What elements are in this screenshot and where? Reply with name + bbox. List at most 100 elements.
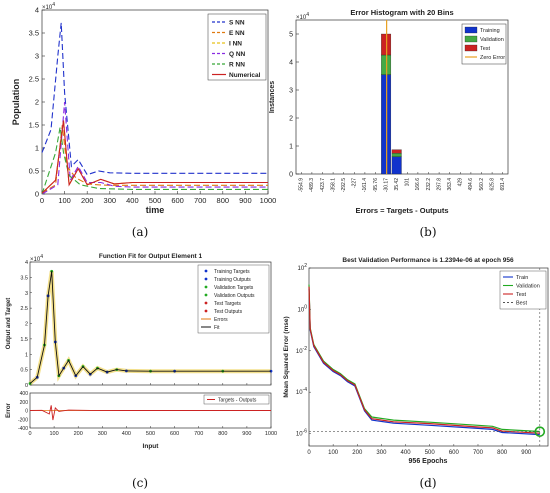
legend-marker-c xyxy=(204,277,208,281)
y-tick-label-a: 0.5 xyxy=(29,167,39,176)
series-line-d-2 xyxy=(308,286,540,434)
x-tick-label-b: -423.7 xyxy=(320,178,326,192)
legend-label-c: Validation Targets xyxy=(214,285,254,291)
x-tick-label-c: 600 xyxy=(170,431,179,437)
legend-label-a: E NN xyxy=(229,30,245,37)
legend-swatch-b xyxy=(464,44,478,52)
x-tick-label-d: 700 xyxy=(473,450,484,456)
y-tick-label-a: 0 xyxy=(35,190,39,199)
legend-label-c: Targets - Outputs xyxy=(218,398,257,404)
legend-label-b: Zero Error xyxy=(480,55,505,61)
x-tick-label-b: -554.9 xyxy=(299,178,305,192)
x-tick-label-c: 900 xyxy=(242,431,251,437)
legend-box-c xyxy=(197,264,270,334)
legend-marker-c xyxy=(204,269,208,273)
x-tick-label-b: -358.1 xyxy=(330,178,336,192)
error-y-tick-label-c: -400 xyxy=(18,426,28,432)
caption-c: (c) xyxy=(132,476,148,490)
x-axis-label-a: time xyxy=(146,205,165,215)
x-tick-label-c: 1000 xyxy=(265,431,277,437)
x-tick-label-c: 100 xyxy=(50,431,59,437)
fit-line-c xyxy=(29,271,271,384)
y-axis-label-a: Population xyxy=(11,79,21,126)
x-tick-label-a: 0 xyxy=(40,196,44,205)
y-axis-label-c: Output and Target xyxy=(6,298,12,350)
x-tick-label-b: 494.6 xyxy=(468,178,474,191)
x-tick-label-c: 200 xyxy=(74,431,83,437)
y-tick-label-c: 1 xyxy=(25,352,28,358)
x-tick-label-a: 1000 xyxy=(260,196,277,205)
histogram-bar-b xyxy=(391,156,402,175)
y-multiplier-c: ×104 xyxy=(30,254,43,263)
y-tick-label-d: 10-4 xyxy=(296,387,307,396)
x-tick-label-a: 800 xyxy=(217,196,230,205)
x-tick-label-b: 625.8 xyxy=(489,178,495,191)
y-tick-label-c: 2 xyxy=(25,322,28,328)
legend-marker-c xyxy=(204,309,208,313)
legend-label-a: I NN xyxy=(229,41,242,48)
x-tick-label-d: 400 xyxy=(401,450,412,456)
y-tick-label-a: 2.5 xyxy=(29,75,39,84)
legend-marker-c xyxy=(204,293,208,297)
legend-label-c: Errors xyxy=(214,317,228,323)
x-tick-label-d: 0 xyxy=(307,450,311,456)
y-tick-label-d: 100 xyxy=(298,304,308,313)
x-tick-label-b: -292.5 xyxy=(341,178,347,192)
x-tick-label-d: 100 xyxy=(328,450,339,456)
x-tick-label-a: 200 xyxy=(81,196,94,205)
series-line-a-0 xyxy=(41,22,268,176)
y-tick-label-b: 2 xyxy=(289,116,293,123)
histogram-bar-b xyxy=(391,153,402,157)
legend-label-a: R NN xyxy=(229,62,245,69)
legend-label-c: Test Targets xyxy=(214,301,241,307)
y-tick-label-c: 3.5 xyxy=(20,275,28,281)
x-tick-label-b: 429 xyxy=(458,178,464,187)
y-tick-label-a: 1 xyxy=(35,144,39,153)
y-tick-label-a: 1.5 xyxy=(29,121,39,130)
x-tick-label-c: 300 xyxy=(98,431,107,437)
legend-label-c: Training Outputs xyxy=(214,277,251,283)
x-axis-label-d: 956 Epochs xyxy=(409,458,448,465)
legend-label-a: Q NN xyxy=(229,51,246,58)
y-tick-label-b: 5 xyxy=(289,32,293,39)
chart-title-c: Function Fit for Output Element 1 xyxy=(99,253,203,260)
legend-label-c: Validation Outputs xyxy=(214,293,255,299)
legend-label-d: Test xyxy=(516,292,527,298)
y-multiplier-b: ×104 xyxy=(296,12,309,21)
x-tick-label-a: 400 xyxy=(126,196,139,205)
x-axis-label-b: Errors = Targets - Outputs xyxy=(355,206,448,215)
x-tick-label-b: -227 xyxy=(352,178,358,188)
legend-swatch-b xyxy=(464,35,478,43)
legend-label-b: Validation xyxy=(480,37,504,43)
x-tick-label-d: 800 xyxy=(497,450,508,456)
error-y-tick-label-c: 0 xyxy=(25,409,28,415)
x-tick-label-a: 300 xyxy=(104,196,117,205)
x-tick-label-b: -30.17 xyxy=(383,178,389,192)
histogram-bar-b xyxy=(391,149,402,154)
legend-label-b: Training xyxy=(480,28,500,34)
x-tick-label-b: 297.8 xyxy=(436,178,442,191)
y-tick-label-c: 0 xyxy=(25,383,28,389)
x-tick-label-b: 166.6 xyxy=(415,178,421,191)
caption-b: (b) xyxy=(419,225,436,239)
legend-label-c: Fit xyxy=(214,325,220,331)
x-tick-label-d: 200 xyxy=(352,450,363,456)
y-tick-label-a: 4 xyxy=(35,6,39,15)
error-legend-box-c xyxy=(203,394,270,405)
y-tick-label-a: 2 xyxy=(35,98,39,107)
y-multiplier-a: ×104 xyxy=(42,2,55,11)
x-tick-label-b: -95.76 xyxy=(373,178,379,192)
x-tick-label-a: 500 xyxy=(149,196,162,205)
series-line-a-5 xyxy=(41,120,268,194)
error-line-c xyxy=(29,405,271,421)
y-axis-label-b: Instances xyxy=(269,81,276,113)
caption-d: (d) xyxy=(419,476,436,490)
y-tick-label-b: 1 xyxy=(289,144,293,151)
y-tick-label-c: 4 xyxy=(25,260,28,266)
legend-label-c: Training Targets xyxy=(214,269,250,275)
y-tick-label-b: 3 xyxy=(289,88,293,95)
x-tick-label-a: 600 xyxy=(171,196,184,205)
x-tick-label-d: 500 xyxy=(425,450,436,456)
